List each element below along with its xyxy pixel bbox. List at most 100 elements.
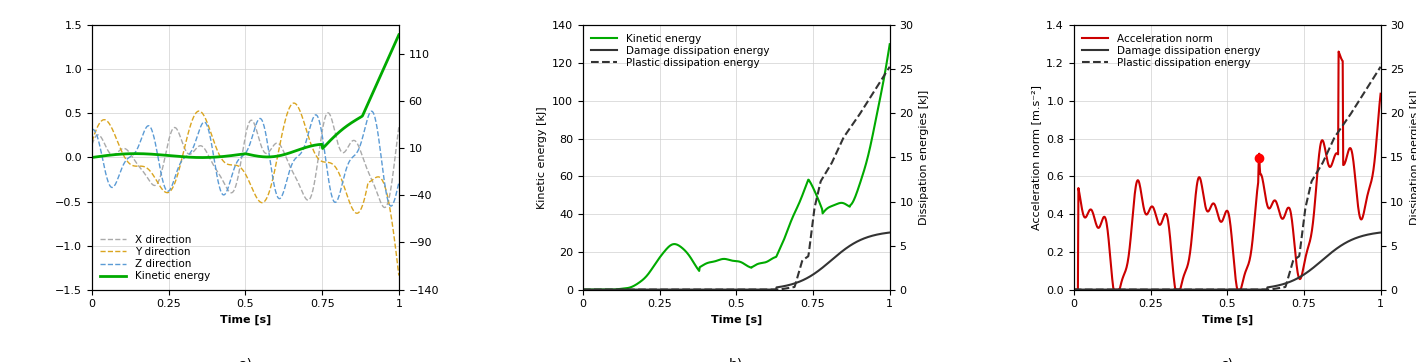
Line: Acceleration norm: Acceleration norm — [1073, 51, 1381, 290]
Line: Kinetic energy: Kinetic energy — [92, 35, 399, 157]
Z direction — [231, 156, 248, 161]
Line: Z direction: Z direction — [92, 111, 399, 206]
Z direction — [382, 204, 399, 208]
Damage dissipation energy — [653, 287, 670, 292]
Acceleration norm — [1296, 259, 1313, 263]
Plastic dissipation energy — [1065, 287, 1082, 292]
Y direction — [231, 165, 248, 169]
Damage dissipation energy — [575, 287, 592, 292]
Damage dissipation energy — [629, 287, 646, 292]
Acceleration norm — [1144, 205, 1161, 209]
X direction — [377, 205, 394, 210]
Y direction — [391, 273, 408, 278]
X-axis label: Time [s]: Time [s] — [219, 315, 270, 325]
Line: Y direction: Y direction — [92, 103, 399, 275]
Plastic dissipation energy — [1372, 64, 1389, 69]
Plastic dissipation energy — [1270, 286, 1287, 290]
X direction — [249, 133, 266, 138]
X direction — [384, 174, 401, 178]
Damage dissipation energy — [1120, 287, 1137, 292]
Line: Plastic dissipation energy: Plastic dissipation energy — [583, 67, 889, 290]
Acceleration norm — [1204, 202, 1221, 206]
X direction — [391, 125, 408, 129]
Damage dissipation energy — [1065, 287, 1082, 292]
Acceleration norm — [1065, 287, 1082, 292]
Y-axis label: Dissipation energies [kJ]: Dissipation energies [kJ] — [919, 90, 929, 225]
Damage dissipation energy — [1372, 230, 1389, 235]
Y-axis label: Kinetic energy [kJ]: Kinetic energy [kJ] — [537, 106, 547, 209]
X direction — [231, 167, 248, 171]
Z direction — [364, 109, 381, 113]
Text: c): c) — [1221, 358, 1233, 362]
Kinetic energy — [194, 155, 211, 160]
Y direction — [266, 168, 283, 173]
Legend: X direction, Y direction, Z direction, Kinetic energy: X direction, Y direction, Z direction, K… — [98, 232, 214, 285]
Plastic dissipation energy — [1296, 211, 1313, 215]
Kinetic energy — [575, 287, 592, 292]
Line: Plastic dissipation energy: Plastic dissipation energy — [1073, 67, 1381, 290]
Y direction — [249, 198, 266, 202]
Acceleration norm — [1372, 92, 1389, 96]
Plastic dissipation energy — [575, 287, 592, 292]
X direction — [336, 150, 353, 155]
Kinetic energy — [232, 152, 249, 157]
Damage dissipation energy — [779, 283, 796, 287]
Line: Damage dissipation energy: Damage dissipation energy — [583, 232, 889, 290]
Kinetic energy — [653, 253, 670, 257]
Line: X direction: X direction — [92, 113, 399, 207]
Legend: Acceleration norm, Damage dissipation energy, Plastic dissipation energy: Acceleration norm, Damage dissipation en… — [1079, 30, 1263, 71]
Plastic dissipation energy — [755, 287, 772, 292]
Kinetic energy — [779, 227, 796, 232]
X direction — [84, 142, 101, 147]
Y direction — [384, 220, 401, 224]
Z direction — [391, 180, 408, 185]
Damage dissipation energy — [1204, 287, 1221, 292]
Plastic dissipation energy — [714, 287, 731, 292]
Damage dissipation energy — [1144, 287, 1161, 292]
Z direction — [84, 127, 101, 132]
Damage dissipation energy — [1296, 272, 1313, 276]
Plastic dissipation energy — [1204, 287, 1221, 292]
Kinetic energy — [806, 187, 823, 191]
Kinetic energy — [881, 42, 898, 46]
Plastic dissipation energy — [806, 211, 823, 215]
Kinetic energy — [391, 33, 408, 37]
Z direction — [249, 118, 266, 122]
Kinetic energy — [84, 155, 101, 160]
Y direction — [336, 184, 353, 189]
X-axis label: Time [s]: Time [s] — [1202, 315, 1253, 325]
Line: Kinetic energy: Kinetic energy — [583, 44, 889, 290]
Acceleration norm — [1270, 207, 1287, 212]
Z direction — [229, 159, 246, 163]
Kinetic energy — [714, 257, 731, 261]
Z direction — [384, 202, 401, 207]
Plastic dissipation energy — [779, 286, 796, 290]
Y-axis label: Acceleration norm [m.s⁻²]: Acceleration norm [m.s⁻²] — [1031, 85, 1041, 230]
Damage dissipation energy — [806, 272, 823, 276]
Acceleration norm — [1330, 49, 1347, 54]
Kinetic energy — [229, 152, 246, 157]
Damage dissipation energy — [1246, 287, 1263, 292]
Legend: Kinetic energy, Damage dissipation energy, Plastic dissipation energy: Kinetic energy, Damage dissipation energ… — [588, 30, 772, 71]
Kinetic energy — [336, 126, 353, 130]
Plastic dissipation energy — [653, 287, 670, 292]
Kinetic energy — [629, 282, 646, 286]
X direction — [229, 176, 246, 181]
Kinetic energy — [384, 48, 401, 52]
Plastic dissipation energy — [1246, 287, 1263, 292]
Z direction — [266, 185, 283, 190]
Kinetic energy — [755, 261, 772, 265]
Plastic dissipation energy — [1144, 287, 1161, 292]
Damage dissipation energy — [881, 230, 898, 235]
Damage dissipation energy — [755, 287, 772, 292]
Text: a): a) — [238, 358, 252, 362]
Damage dissipation energy — [714, 287, 731, 292]
Y-axis label: Dissipation energies [kJ]: Dissipation energies [kJ] — [1410, 90, 1416, 225]
Damage dissipation energy — [1270, 283, 1287, 287]
Text: b): b) — [729, 358, 743, 362]
Acceleration norm — [1246, 216, 1263, 221]
Kinetic energy — [251, 154, 268, 159]
Y direction — [84, 139, 101, 144]
Plastic dissipation energy — [629, 287, 646, 292]
Acceleration norm — [1120, 258, 1137, 262]
